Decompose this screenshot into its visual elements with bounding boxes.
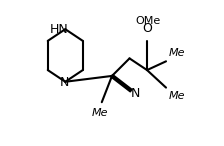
Text: Me: Me — [92, 108, 109, 118]
Text: N: N — [130, 87, 140, 100]
Text: Me: Me — [169, 48, 185, 58]
Text: OMe: OMe — [136, 16, 161, 26]
Text: HN: HN — [49, 23, 68, 36]
Text: N: N — [60, 76, 69, 89]
Text: Me: Me — [169, 91, 185, 100]
Text: O: O — [142, 22, 152, 35]
